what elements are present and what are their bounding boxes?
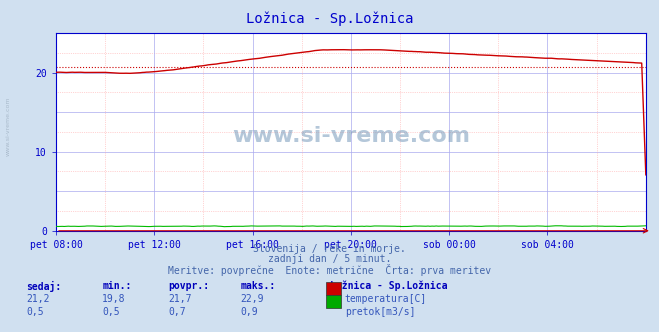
Text: 0,5: 0,5 bbox=[102, 307, 120, 317]
Text: Slovenija / reke in morje.: Slovenija / reke in morje. bbox=[253, 244, 406, 254]
Text: 0,9: 0,9 bbox=[241, 307, 258, 317]
Text: Ložnica - Sp.Ložnica: Ložnica - Sp.Ložnica bbox=[246, 12, 413, 26]
Text: povpr.:: povpr.: bbox=[168, 281, 209, 290]
Text: sedaj:: sedaj: bbox=[26, 281, 61, 291]
Text: zadnji dan / 5 minut.: zadnji dan / 5 minut. bbox=[268, 254, 391, 264]
Text: 21,2: 21,2 bbox=[26, 294, 50, 304]
Text: temperatura[C]: temperatura[C] bbox=[345, 294, 427, 304]
Text: Meritve: povprečne  Enote: metrične  Črta: prva meritev: Meritve: povprečne Enote: metrične Črta:… bbox=[168, 264, 491, 276]
Text: 22,9: 22,9 bbox=[241, 294, 264, 304]
Text: www.si-vreme.com: www.si-vreme.com bbox=[5, 96, 11, 156]
Text: 21,7: 21,7 bbox=[168, 294, 192, 304]
Text: maks.:: maks.: bbox=[241, 281, 275, 290]
Text: 0,7: 0,7 bbox=[168, 307, 186, 317]
Text: min.:: min.: bbox=[102, 281, 132, 290]
Text: 0,5: 0,5 bbox=[26, 307, 44, 317]
Text: pretok[m3/s]: pretok[m3/s] bbox=[345, 307, 415, 317]
Text: 19,8: 19,8 bbox=[102, 294, 126, 304]
Text: www.si-vreme.com: www.si-vreme.com bbox=[232, 126, 470, 146]
Text: Ložnica - Sp.Ložnica: Ložnica - Sp.Ložnica bbox=[330, 281, 447, 291]
